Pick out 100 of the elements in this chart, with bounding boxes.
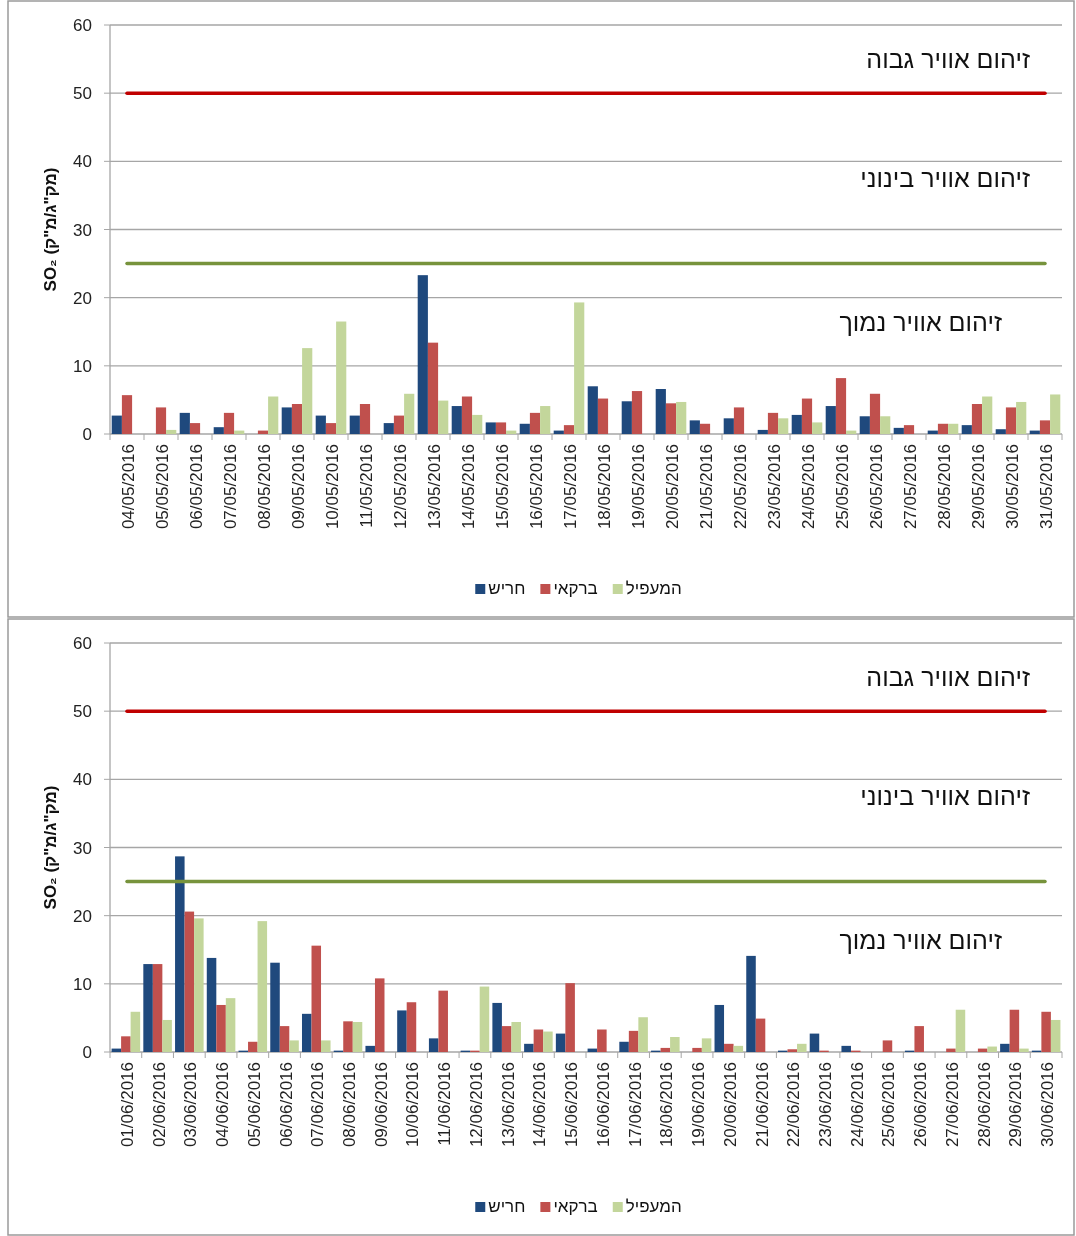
bar [812, 422, 823, 434]
bar [733, 1045, 744, 1052]
bar [987, 1046, 997, 1052]
x-tick-label: 12/06/2016 [466, 1062, 486, 1148]
x-tick-label: 07/06/2016 [308, 1062, 328, 1148]
x-tick-label: 30/06/2016 [1038, 1062, 1058, 1148]
bar [179, 412, 190, 434]
x-tick-label: 24/06/2016 [847, 1062, 867, 1148]
bar [301, 1013, 312, 1052]
x-tick-label: 09/05/2016 [289, 444, 308, 530]
bar [701, 1038, 712, 1052]
bar [801, 398, 813, 434]
x-tick-label: 17/05/2016 [561, 444, 580, 530]
bar [281, 407, 292, 434]
bar [597, 1029, 607, 1052]
bar [359, 404, 371, 434]
bar [597, 398, 609, 434]
y-tick-label: 20 [73, 906, 92, 926]
bar [492, 1002, 502, 1052]
bar [733, 407, 745, 434]
ref-line-label: זיהום אוויר בינוני [860, 782, 1030, 811]
bar [121, 395, 133, 434]
x-tick-label: 14/05/2016 [459, 444, 478, 530]
bar [143, 964, 153, 1052]
bar [1041, 1011, 1051, 1052]
bar [692, 1047, 702, 1052]
bar [315, 415, 326, 434]
bar [699, 423, 711, 434]
x-tick-label: 11/05/2016 [357, 444, 376, 528]
y-tick-label: 50 [73, 84, 92, 104]
x-tick-label: 06/06/2016 [276, 1062, 296, 1148]
bar [343, 1021, 353, 1053]
bar [797, 1043, 807, 1052]
x-tick-label: 08/05/2016 [255, 444, 274, 530]
bar [638, 1017, 648, 1052]
x-tick-label: 15/05/2016 [493, 444, 512, 530]
bar [689, 420, 700, 434]
bar [311, 945, 322, 1052]
bar [1016, 401, 1027, 434]
bar [869, 393, 881, 434]
bar [676, 401, 687, 434]
bar [937, 423, 949, 434]
bar [825, 406, 836, 434]
bar [397, 1010, 407, 1052]
bar [670, 1037, 680, 1052]
x-tick-label: 26/06/2016 [911, 1062, 931, 1148]
x-tick-label: 22/05/2016 [731, 444, 750, 530]
bar [336, 321, 347, 434]
x-tick-label: 09/06/2016 [371, 1062, 391, 1148]
bar [565, 983, 575, 1052]
bar [893, 427, 904, 434]
ref-line-label: זיהום אוויר גבוה [866, 663, 1030, 692]
bar [325, 423, 337, 434]
bar [438, 400, 449, 434]
y-tick-label: 40 [73, 770, 92, 790]
bar [1009, 1009, 1020, 1052]
bar [279, 1026, 290, 1052]
x-tick-label: 04/06/2016 [213, 1062, 233, 1148]
bar [1039, 420, 1051, 434]
bar [175, 856, 185, 1052]
bar [563, 425, 575, 434]
y-tick-label: 10 [73, 356, 92, 376]
bar [248, 1041, 258, 1052]
x-tick-label: 28/05/2016 [935, 444, 954, 530]
bar [655, 389, 666, 434]
x-tick-label: 25/05/2016 [833, 444, 852, 530]
bar [660, 1047, 671, 1052]
bar [714, 1004, 725, 1053]
y-tick-label: 30 [73, 838, 92, 858]
bar [121, 1036, 131, 1052]
y-axis-title: SO₂ (מק"ג/מ"ק) [41, 167, 60, 292]
bar [189, 423, 201, 434]
x-tick-label: 28/06/2016 [974, 1062, 994, 1148]
bar [417, 275, 428, 434]
y-tick-label: 30 [73, 220, 92, 240]
legend-label: ברקאי [553, 579, 598, 598]
x-tick-label: 29/05/2016 [969, 444, 988, 530]
bar [621, 401, 632, 434]
bar [485, 422, 496, 434]
bar [540, 406, 551, 434]
bar [724, 1043, 734, 1052]
x-tick-label: 13/06/2016 [498, 1062, 518, 1148]
bar [946, 1048, 956, 1052]
y-tick-label: 40 [73, 152, 92, 172]
bar [619, 1041, 629, 1052]
bar [555, 1033, 566, 1052]
x-tick-label: 27/05/2016 [901, 444, 920, 530]
bar [809, 1033, 820, 1052]
y-tick-label: 50 [73, 702, 92, 722]
bar [995, 429, 1006, 434]
bar [206, 957, 217, 1052]
x-tick-label: 19/05/2016 [629, 444, 648, 530]
bar [948, 423, 959, 434]
bar [451, 406, 462, 434]
bar [472, 414, 483, 434]
annotation: זיהום אוויר נמוך [839, 307, 1002, 336]
legend-label: חריש [488, 1197, 526, 1216]
bar [111, 415, 122, 434]
x-tick-label: 01/06/2016 [117, 1062, 137, 1148]
legend-label: המעפיל [625, 1197, 682, 1216]
